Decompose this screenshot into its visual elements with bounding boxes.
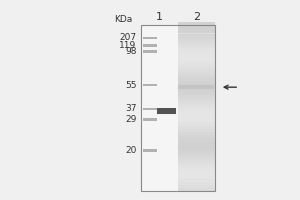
Bar bbox=[142, 37, 158, 39]
Bar bbox=[178, 59, 215, 62]
Bar bbox=[142, 84, 158, 86]
Text: 55: 55 bbox=[125, 81, 136, 90]
Bar bbox=[178, 56, 215, 59]
Bar bbox=[178, 48, 215, 50]
Bar bbox=[178, 25, 215, 191]
Bar bbox=[178, 22, 215, 25]
Bar bbox=[178, 188, 215, 191]
Bar bbox=[178, 165, 215, 168]
Bar bbox=[178, 182, 215, 185]
Bar bbox=[178, 85, 214, 89]
Bar bbox=[178, 157, 215, 160]
Text: 20: 20 bbox=[125, 146, 136, 155]
Bar bbox=[178, 34, 215, 36]
Bar bbox=[142, 108, 158, 110]
Bar bbox=[178, 121, 215, 123]
Bar bbox=[178, 151, 215, 154]
Bar bbox=[178, 53, 215, 56]
Bar bbox=[158, 108, 176, 114]
Bar bbox=[178, 115, 215, 118]
Bar bbox=[178, 146, 215, 149]
Bar bbox=[178, 95, 215, 98]
Bar bbox=[178, 143, 215, 146]
Bar bbox=[178, 104, 215, 106]
Bar bbox=[178, 31, 215, 33]
Bar bbox=[178, 140, 215, 143]
Bar bbox=[178, 36, 215, 39]
Bar bbox=[142, 50, 158, 53]
Bar bbox=[178, 180, 215, 182]
Bar bbox=[178, 25, 215, 28]
Bar bbox=[178, 76, 215, 78]
Bar bbox=[178, 135, 215, 137]
Bar bbox=[178, 177, 215, 179]
Bar bbox=[178, 50, 215, 53]
Bar bbox=[178, 73, 215, 76]
Bar bbox=[178, 90, 215, 92]
Text: 37: 37 bbox=[125, 104, 136, 113]
Bar bbox=[178, 132, 215, 135]
Bar bbox=[141, 25, 178, 191]
Bar bbox=[142, 118, 158, 121]
Bar bbox=[178, 42, 215, 45]
Bar bbox=[178, 126, 215, 129]
Bar bbox=[178, 185, 215, 188]
Bar bbox=[178, 174, 215, 177]
Bar bbox=[178, 62, 215, 64]
Bar bbox=[178, 101, 215, 104]
Bar bbox=[178, 107, 215, 109]
Bar bbox=[178, 109, 215, 112]
Bar bbox=[178, 70, 215, 73]
Bar bbox=[178, 160, 215, 163]
Bar bbox=[178, 168, 215, 171]
Bar bbox=[141, 25, 215, 191]
Bar bbox=[178, 78, 215, 81]
Bar bbox=[178, 39, 215, 42]
Bar bbox=[178, 87, 215, 90]
Bar bbox=[178, 137, 215, 140]
Bar bbox=[178, 112, 215, 115]
Bar bbox=[178, 149, 215, 151]
Bar bbox=[178, 67, 215, 70]
Bar bbox=[178, 64, 215, 67]
Text: 1: 1 bbox=[156, 12, 163, 22]
Bar bbox=[142, 44, 158, 47]
Text: 29: 29 bbox=[125, 115, 136, 124]
Bar bbox=[178, 92, 215, 95]
Text: 98: 98 bbox=[125, 47, 136, 56]
Bar bbox=[178, 45, 215, 48]
Bar bbox=[178, 123, 215, 126]
Text: KDa: KDa bbox=[114, 15, 132, 24]
Bar bbox=[178, 98, 215, 101]
Text: 2: 2 bbox=[194, 12, 200, 22]
Bar bbox=[178, 154, 215, 157]
Bar bbox=[178, 163, 215, 165]
Bar bbox=[178, 84, 215, 87]
Bar bbox=[178, 118, 215, 121]
Bar bbox=[178, 171, 215, 174]
Bar bbox=[178, 129, 215, 132]
Bar bbox=[178, 81, 215, 84]
Bar bbox=[142, 149, 158, 152]
Text: 119: 119 bbox=[119, 41, 136, 50]
Text: 207: 207 bbox=[119, 33, 136, 42]
Bar bbox=[178, 28, 215, 31]
